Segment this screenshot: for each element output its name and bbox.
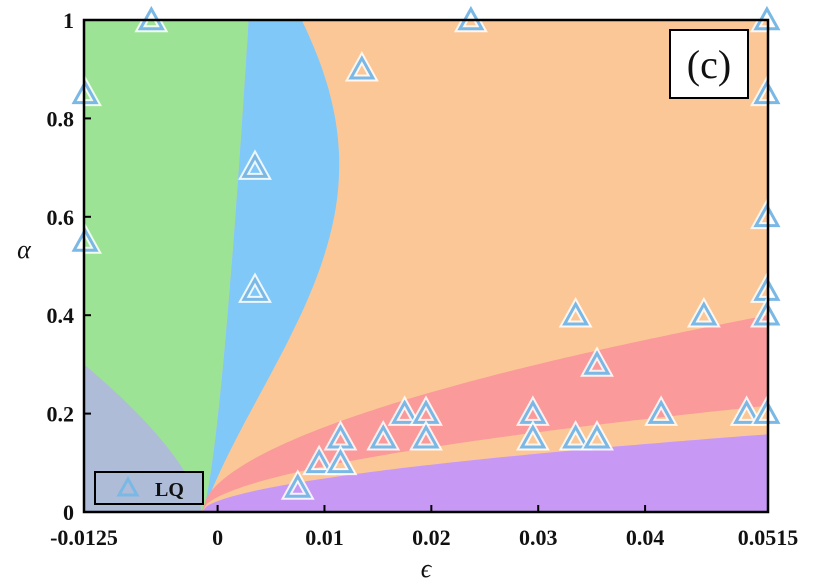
x-tick-label: 0	[212, 525, 223, 550]
lq-marker	[562, 424, 590, 449]
lq-marker	[348, 55, 376, 80]
lq-marker	[562, 301, 590, 326]
lq-marker	[391, 399, 419, 424]
lq-marker	[583, 350, 611, 375]
green-region	[84, 20, 249, 512]
x-tick-label: 0.01	[305, 525, 344, 550]
lq-marker	[305, 448, 333, 474]
lq-marker	[733, 399, 761, 424]
legend-entry-label: LQ	[155, 479, 184, 501]
panel-label: (c)	[687, 42, 731, 87]
lq-marker	[647, 399, 675, 424]
x-tick-label: 0.02	[412, 525, 451, 550]
y-axis-ticks: 0 0.2 0.4 0.6 0.8 1	[47, 8, 91, 525]
lq-marker	[241, 276, 269, 301]
legend-triangle-icon	[116, 475, 140, 497]
blue-region	[201, 20, 340, 512]
lq-marker	[690, 301, 718, 326]
y-axis-label: α	[17, 235, 32, 264]
panel-label-box: (c)	[669, 29, 749, 99]
y-tick-label: 1	[63, 8, 74, 33]
y-tick-label: 0.4	[47, 303, 75, 328]
purple-region	[201, 434, 769, 512]
red-region	[201, 315, 769, 512]
lq-marker	[583, 424, 611, 449]
legend: LQ	[94, 471, 204, 505]
plot-frame	[82, 18, 770, 514]
y-tick-label: 0.8	[47, 106, 75, 131]
lq-marker	[369, 424, 397, 449]
x-axis-ticks: -0.0125 0 0.01 0.02 0.03 0.04 0.0515	[50, 505, 798, 550]
legend-box	[94, 471, 204, 505]
y-tick-label: 0.6	[47, 205, 75, 230]
y-tick-label: 0.2	[47, 402, 75, 427]
lq-marker	[326, 448, 355, 474]
x-tick-label: -0.0125	[50, 525, 118, 550]
x-tick-label: 0.0515	[738, 525, 799, 550]
lq-marker	[241, 153, 269, 178]
x-tick-label: 0.04	[626, 525, 665, 550]
lq-marker	[284, 473, 312, 498]
phase-regions	[84, 20, 769, 512]
lq-marker	[412, 424, 440, 449]
y-tick-label: 0	[63, 500, 74, 525]
lq-marker	[519, 424, 547, 449]
x-axis-label: ϵ	[421, 554, 433, 582]
x-tick-label: 0.03	[519, 525, 558, 550]
